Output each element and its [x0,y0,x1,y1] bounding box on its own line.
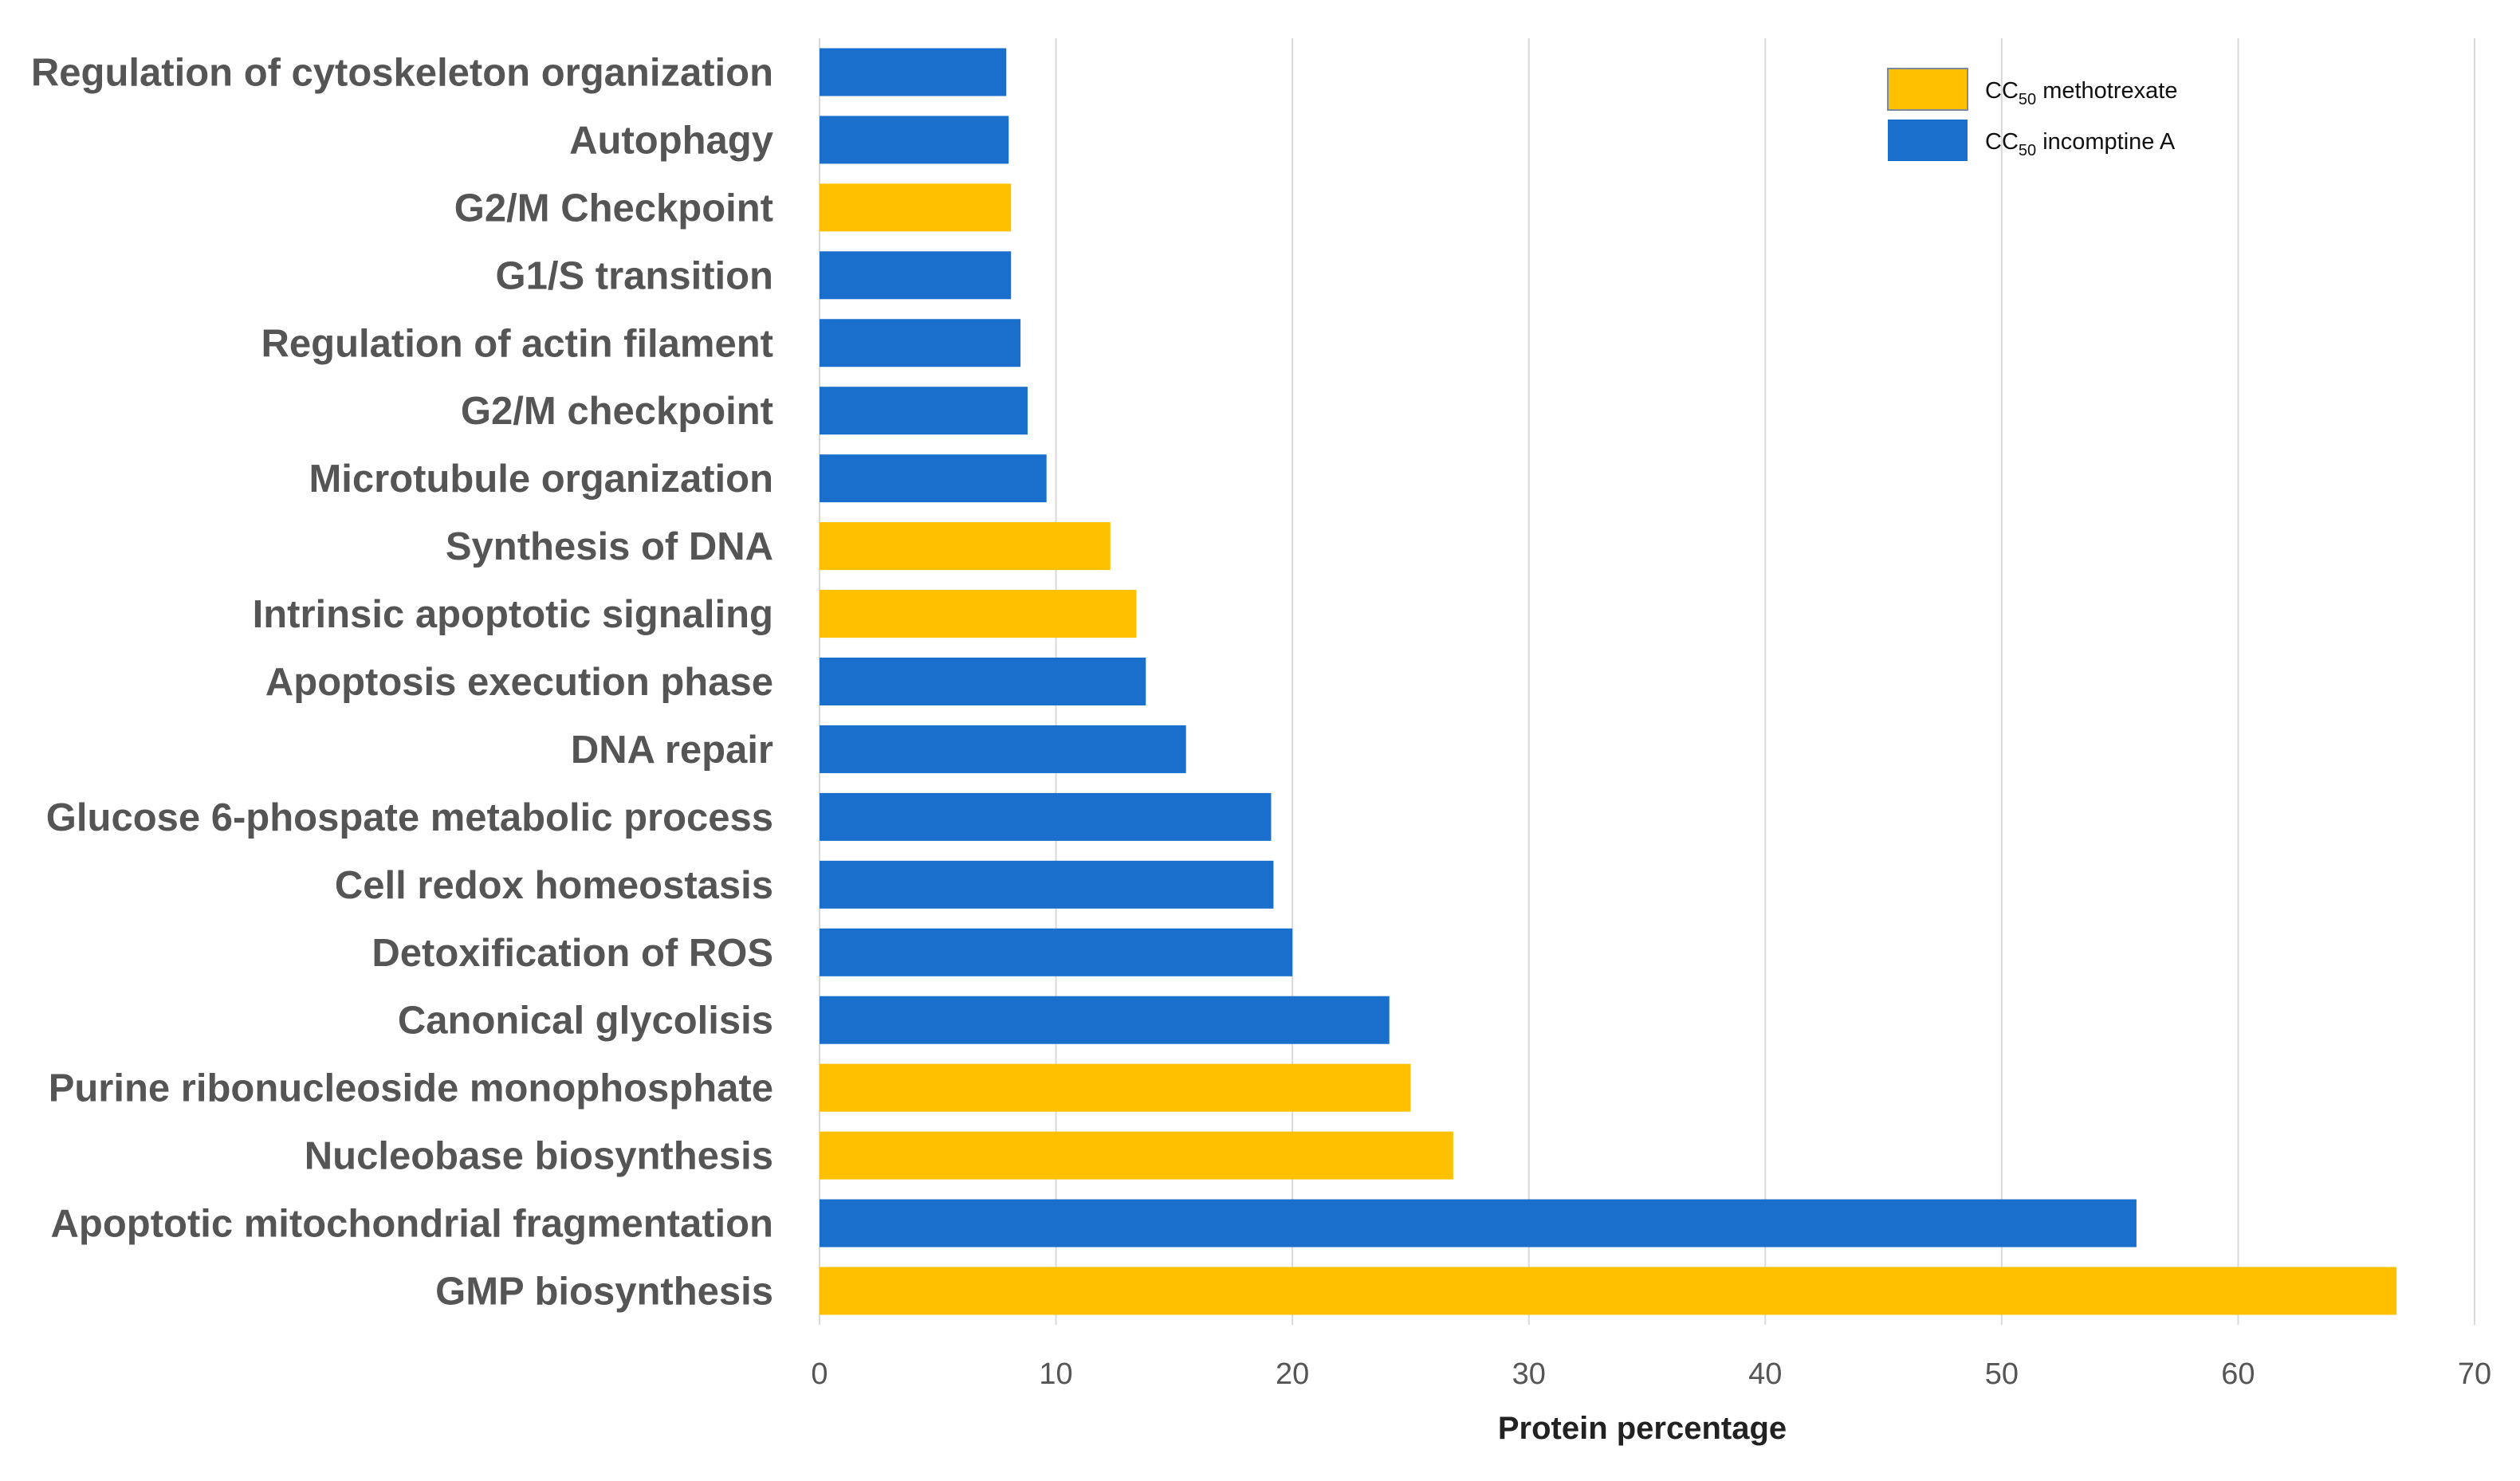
x-tick-labels: 0 10 20 30 40 50 60 70 [811,1357,2491,1391]
category-label: Nucleobase biosynthesis [305,1135,773,1178]
bar [820,996,1390,1044]
x-axis-title: Protein percentage [1498,1411,1787,1446]
bar [820,725,1186,773]
bar [820,792,1272,841]
bar [820,1199,2137,1247]
category-label: Synthesis of DNA [446,525,773,568]
category-label: DNA repair [571,729,773,772]
category-label: Cell redox homeostasis [335,864,773,907]
x-tick-label: 10 [1039,1357,1072,1391]
x-tick-label: 50 [1985,1357,2019,1391]
bar [820,116,1009,164]
x-tick-label: 70 [2458,1357,2491,1391]
bar [820,522,1111,571]
x-tick-label: 40 [1748,1357,1782,1391]
bar [820,928,1293,976]
legend: CC50 methotrexate CC50 incomptine A [1887,68,2177,161]
bar [820,590,1137,638]
category-labels: Regulation of cytoskeleton organization A… [31,51,773,1313]
bar [820,658,1146,705]
legend-label: CC50 methotrexate [1985,78,2177,108]
category-label: Purine ribonucleoside monophosphate [49,1067,773,1110]
gridlines [819,38,2475,1325]
category-label: Regulation of cytoskeleton organization [31,51,773,94]
bar [820,1267,2397,1315]
category-label: Detoxification of ROS [372,932,773,975]
category-label: Glucose 6-phospate metabolic process [46,796,773,839]
x-tick-label: 20 [1276,1357,1309,1391]
x-tick-label: 60 [2221,1357,2255,1391]
category-label: Canonical glycolisis [398,1000,773,1043]
bar [820,48,1007,96]
bar [820,1131,1453,1180]
bar [820,319,1021,367]
category-label: G2/M Checkpoint [454,187,773,230]
bar [820,387,1028,435]
bars [820,48,2397,1315]
category-label: Autophagy [569,119,773,162]
bar [820,454,1047,503]
legend-swatch [1887,68,1968,111]
x-tick-label: 30 [1512,1357,1546,1391]
category-label: Microtubule organization [309,458,773,501]
category-label: Intrinsic apoptotic signaling [253,593,773,636]
category-label: GMP biosynthesis [435,1271,773,1314]
x-tick-label: 0 [811,1357,828,1391]
category-label: G2/M checkpoint [461,390,773,433]
category-label: Regulation of actin filament [261,322,773,365]
bar [820,183,1012,232]
legend-swatch [1888,120,1968,161]
category-label: G1/S transition [495,254,773,297]
category-label: Apoptosis execution phase [265,661,773,704]
category-label: Apoptotic mitochondrial fragmentation [51,1203,773,1246]
bar [820,251,1012,300]
legend-label: CC50 incomptine A [1985,129,2176,159]
bar [820,1063,1411,1112]
bar [820,860,1274,909]
